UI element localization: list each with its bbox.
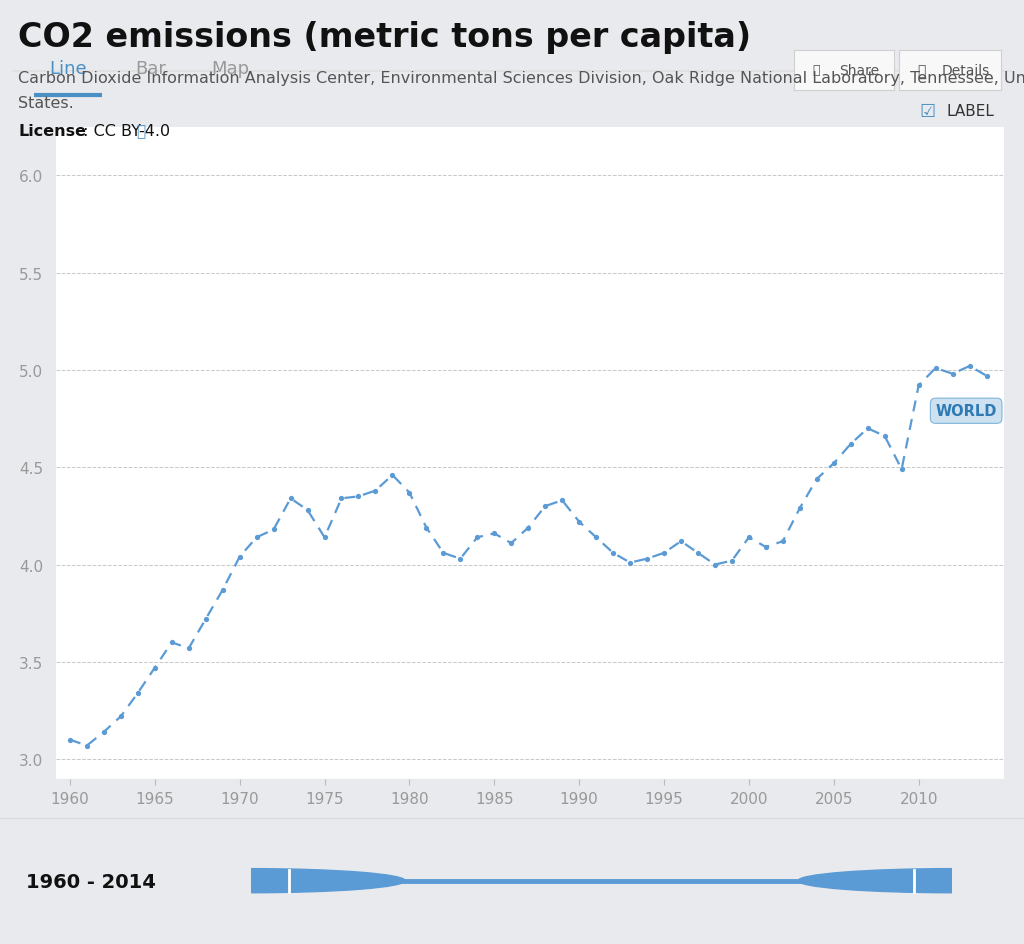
Text: License: License <box>18 124 86 139</box>
Text: ☑: ☑ <box>920 102 936 121</box>
Text: Details: Details <box>941 64 990 77</box>
Text: Carbon Dioxide Information Analysis Center, Environmental Sciences Division, Oak: Carbon Dioxide Information Analysis Cent… <box>18 71 1024 86</box>
Circle shape <box>96 868 406 893</box>
Text: ⯀: ⯀ <box>812 64 819 77</box>
Text: ⓘ: ⓘ <box>918 64 926 77</box>
Text: 1960 - 2014: 1960 - 2014 <box>26 872 156 891</box>
Text: CO2 emissions (metric tons per capita): CO2 emissions (metric tons per capita) <box>18 21 752 54</box>
Text: Share: Share <box>839 64 879 77</box>
Text: WORLD: WORLD <box>936 404 996 419</box>
Text: Line: Line <box>49 60 87 78</box>
Text: : CC BY-4.0: : CC BY-4.0 <box>78 124 170 139</box>
Text: Map: Map <box>211 60 249 78</box>
Text: ⓘ: ⓘ <box>136 124 145 139</box>
Text: LABEL: LABEL <box>946 104 994 119</box>
Text: Bar: Bar <box>135 60 166 78</box>
Circle shape <box>798 868 1024 893</box>
Text: States.: States. <box>18 96 74 111</box>
